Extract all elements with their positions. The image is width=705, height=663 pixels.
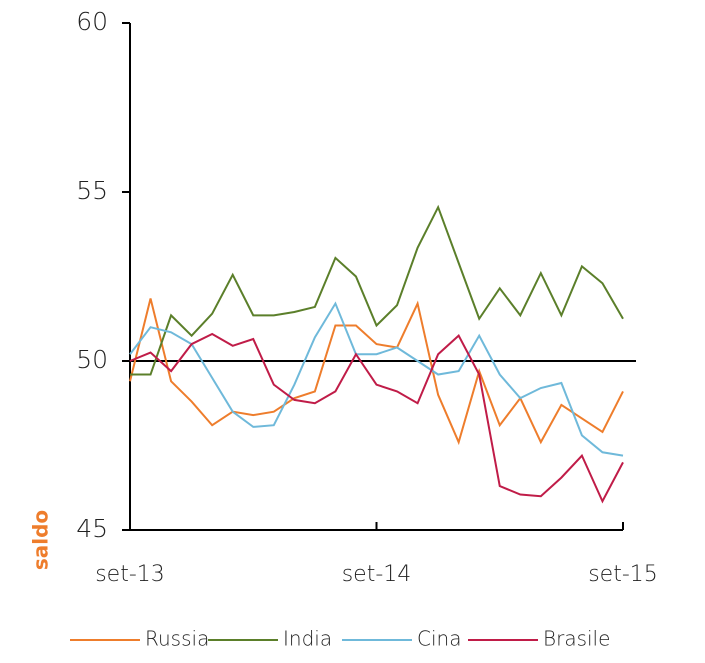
legend-label: Cina	[417, 627, 461, 651]
series-line	[129, 298, 624, 446]
legend-label: Russia	[145, 627, 209, 651]
y-tick-label: 45	[76, 514, 108, 543]
x-tick-label: set-14	[342, 562, 412, 587]
legend-label: India	[283, 627, 332, 651]
legend-label: Brasile	[543, 627, 610, 651]
x-tick-label: set-13	[95, 562, 165, 587]
x-tick-label: set-15	[588, 562, 658, 587]
y-tick-label: 60	[76, 7, 108, 36]
series-line	[130, 204, 624, 376]
y-axis-label: saldo	[29, 510, 53, 570]
series-line	[129, 332, 624, 504]
y-tick-label: 50	[76, 345, 108, 374]
y-tick-label: 55	[76, 176, 108, 205]
series-line	[129, 301, 624, 457]
